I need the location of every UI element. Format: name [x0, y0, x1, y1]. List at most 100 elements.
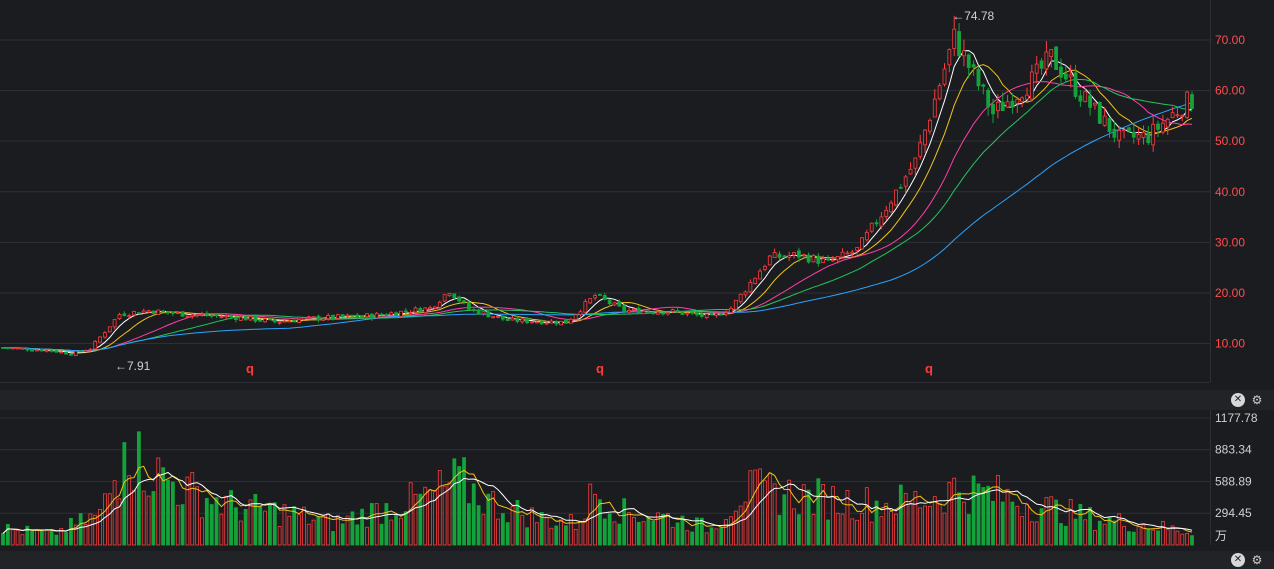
volume-bar-up [127, 475, 132, 546]
candle-down [525, 317, 530, 324]
candle-down [30, 349, 35, 352]
candle-up [879, 216, 884, 227]
candle-down [69, 353, 73, 356]
candle-down [782, 255, 787, 258]
volume-bar-down [350, 511, 355, 546]
candle-up [73, 350, 78, 356]
candle-up [894, 189, 898, 206]
volume-bar-up [544, 516, 549, 546]
candle-up [35, 349, 39, 352]
candle-up [112, 319, 117, 328]
volume-bar-up [665, 513, 670, 546]
candle-down [457, 296, 462, 302]
candle-up [1151, 123, 1156, 146]
candle-down [466, 302, 471, 310]
volume-bar-down [403, 511, 408, 546]
volume-bar-down [680, 515, 685, 546]
volume-bar-down [25, 525, 30, 546]
volume-bar-down [1073, 518, 1078, 546]
candle-up [903, 176, 908, 187]
volume-bar-down [452, 458, 457, 546]
volume-bar-up [704, 532, 709, 546]
candle-up [1102, 115, 1107, 126]
candle-up [685, 312, 690, 315]
event-marker: q [246, 361, 254, 376]
volume-bar-up [670, 527, 675, 546]
candle-up [884, 209, 889, 218]
price-tick-label: 20.00 [1215, 286, 1245, 300]
candle-down [564, 319, 568, 324]
volume-bar-up [277, 526, 282, 546]
volume-bar-down [1131, 531, 1136, 546]
volume-bar-up [937, 503, 942, 546]
volume-bar-down [796, 514, 801, 546]
volume-bar-down [525, 527, 530, 546]
volume-bar-up [496, 518, 500, 546]
volume-bar-down [515, 499, 520, 546]
volume-bar-up [219, 513, 224, 546]
candle-up [1117, 129, 1122, 141]
volume-bar-up [724, 518, 729, 546]
candle-down [403, 310, 408, 313]
candlestick-series [1, 15, 1194, 357]
candle-up [301, 317, 306, 320]
volume-bar-down [471, 483, 476, 546]
candle-up [840, 251, 845, 258]
volume-bar-up [811, 514, 816, 546]
volume-bar-down [690, 531, 695, 546]
volume-bar-down [1, 532, 5, 546]
close-icon[interactable]: ✕ [1231, 553, 1245, 567]
candle-down [292, 320, 297, 323]
candle-up [132, 311, 136, 316]
candle-down [471, 309, 476, 311]
candle-down [777, 253, 782, 258]
candle-down [1000, 101, 1005, 111]
volume-bar-down [78, 513, 83, 546]
volume-bar-up [200, 517, 204, 546]
volume-bar-up [913, 491, 918, 546]
volume-bar-down [462, 457, 466, 546]
volume-bar-down [1054, 499, 1059, 546]
gear-icon[interactable]: ⚙ [1251, 393, 1263, 407]
candle-up [942, 68, 947, 85]
candle-down [690, 311, 695, 314]
volume-bar-up [1083, 519, 1088, 546]
volume-bar-down [64, 532, 68, 546]
close-icon[interactable]: ✕ [1231, 393, 1245, 407]
volume-bar-down [806, 489, 811, 546]
candle-down [204, 312, 209, 317]
volume-bar-up [952, 477, 957, 546]
candle-up [1015, 98, 1020, 104]
volume-bar-down [1088, 507, 1092, 546]
volume-bar-up [428, 489, 432, 546]
candle-up [937, 85, 942, 100]
volume-bar-down [355, 524, 360, 546]
candle-up [748, 282, 753, 293]
candle-up [510, 317, 515, 321]
candle-down [452, 293, 457, 299]
volume-bar-down [966, 514, 971, 546]
volume-bar-up [864, 487, 869, 546]
candle-down [379, 313, 384, 316]
gear-icon[interactable]: ⚙ [1251, 553, 1263, 567]
volume-bar-up [433, 490, 437, 546]
volume-bar-up [282, 504, 287, 546]
candle-up [1160, 122, 1165, 133]
candle-down [180, 311, 185, 317]
candle-up [146, 310, 151, 313]
candle-up [738, 293, 743, 303]
candle-up [437, 301, 442, 308]
ma60-line [2, 102, 1193, 351]
candle-up [714, 312, 719, 316]
candle-up [588, 298, 593, 304]
volume-bar-down [1039, 508, 1044, 546]
candle-down [796, 250, 801, 258]
volume-bar-down [991, 500, 995, 546]
volume-bar-up [627, 512, 631, 546]
volume-bar-up [1160, 521, 1165, 546]
candle-up [44, 349, 49, 352]
volume-bar-down [418, 493, 423, 546]
volume-bar-up [35, 529, 39, 546]
volume-bar-up [141, 490, 146, 546]
